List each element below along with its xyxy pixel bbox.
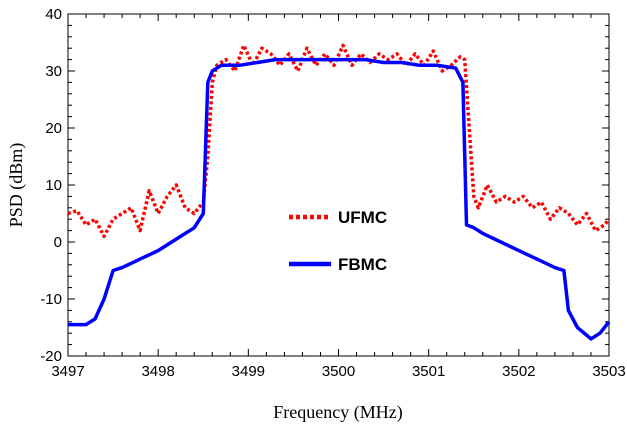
y-tick-label: -20 (40, 348, 62, 365)
tick-labels: 3497 3498 3499 3500 3501 3502 3503 -20 -10 0 10 20 3… (40, 6, 625, 380)
x-tick-label: 3501 (412, 363, 445, 380)
x-axis-title: Frequency (MHz) (273, 402, 402, 423)
series-line-ufmc (67, 43, 611, 239)
legend: UFMC FBMC (289, 208, 387, 274)
y-tick-label: 30 (45, 63, 62, 80)
y-tick-label: 40 (45, 6, 62, 23)
x-tick-label: 3502 (502, 363, 535, 380)
x-tick-label: 3498 (141, 363, 174, 380)
plot-frame (67, 13, 610, 357)
y-axis-title: PSD (dBm) (6, 143, 27, 228)
x-tick-label: 3497 (51, 363, 84, 380)
y-tick-label: 10 (45, 177, 62, 194)
series-line-fbmc (68, 57, 611, 341)
y-tick-label: -10 (40, 291, 62, 308)
legend-label-ufmc: UFMC (338, 208, 387, 227)
x-tick-label: 3499 (232, 363, 265, 380)
series-layer (67, 43, 611, 341)
legend-label-fbmc: FBMC (338, 255, 387, 274)
y-tick-label: 20 (45, 120, 62, 137)
x-tick-label: 3503 (592, 363, 625, 380)
x-tick-label: 3500 (322, 363, 355, 380)
axis-ticks (67, 13, 610, 357)
y-tick-label: 0 (54, 234, 62, 251)
